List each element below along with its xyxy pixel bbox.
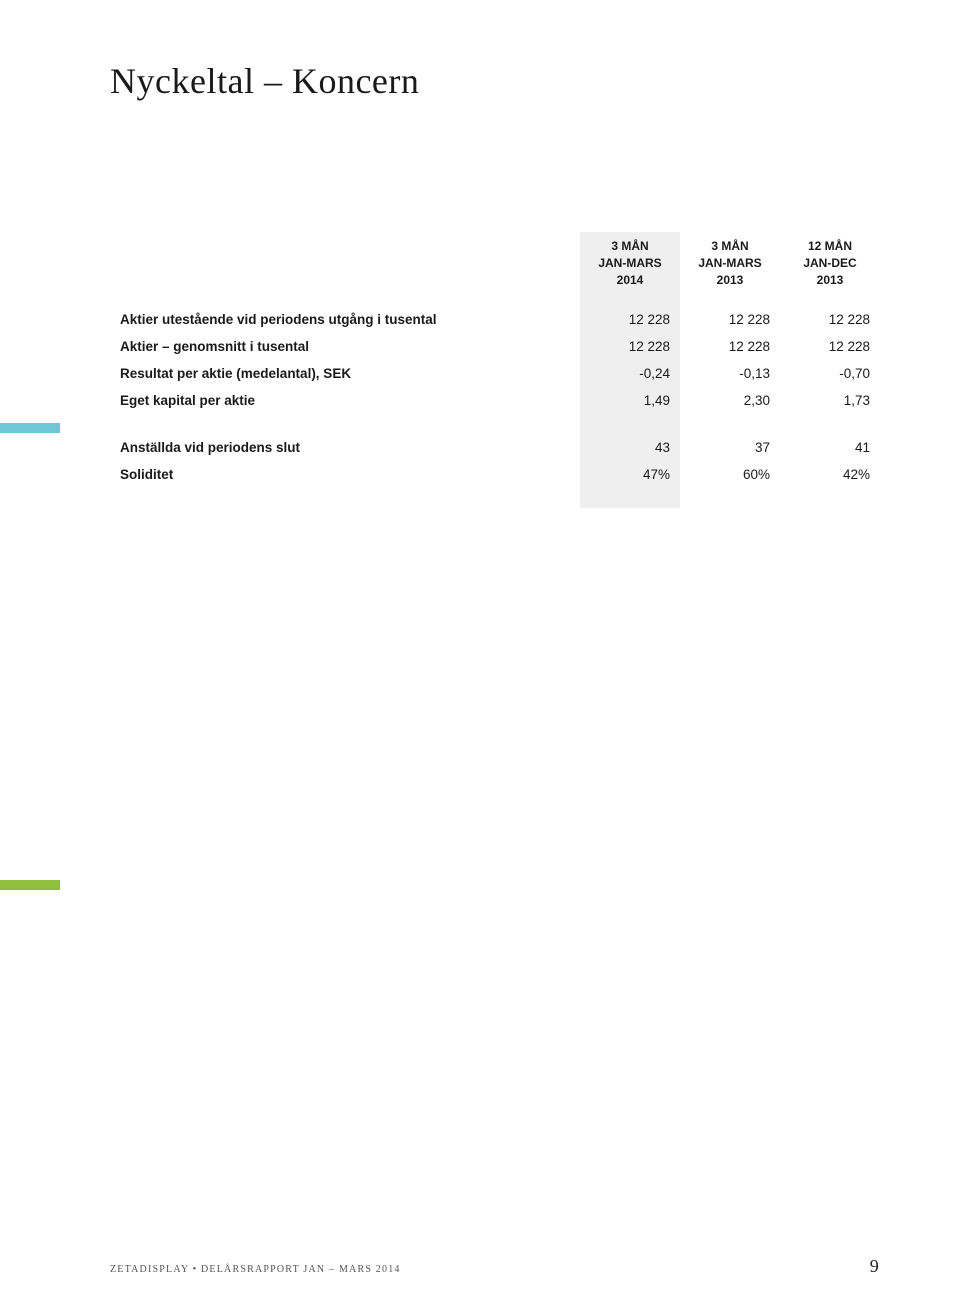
cell: 2,30 — [680, 387, 780, 414]
cell: 60% — [680, 461, 780, 488]
page-title: Nyckeltal – Koncern — [110, 60, 880, 102]
page: Nyckeltal – Koncern 3 MÅN JAN-MARS 2014 … — [0, 0, 960, 1305]
cell: 12 228 — [680, 333, 780, 360]
cell: 41 — [780, 434, 880, 461]
accent-bar-blue — [0, 423, 60, 433]
header-col-2: 3 MÅN JAN-MARS 2013 — [680, 232, 780, 306]
page-footer: ZETADISPLAY • DELÅRSRAPPORT JAN – MARS 2… — [110, 1256, 880, 1277]
footer-text: ZETADISPLAY • DELÅRSRAPPORT JAN – MARS 2… — [110, 1264, 401, 1275]
row-label: Aktier utestående vid periodens utgång i… — [110, 306, 580, 333]
row-label: Eget kapital per aktie — [110, 387, 580, 414]
cell: 37 — [680, 434, 780, 461]
table-row: Soliditet 47% 60% 42% — [110, 461, 880, 488]
table-row: Eget kapital per aktie 1,49 2,30 1,73 — [110, 387, 880, 414]
header-col-3: 12 MÅN JAN-DEC 2013 — [780, 232, 880, 306]
table-row: Aktier utestående vid periodens utgång i… — [110, 306, 880, 333]
header-empty — [110, 232, 580, 306]
page-number: 9 — [870, 1256, 880, 1277]
table-row: Aktier – genomsnitt i tusental 12 228 12… — [110, 333, 880, 360]
cell: 1,49 — [580, 387, 680, 414]
row-label: Resultat per aktie (medelantal), SEK — [110, 360, 580, 387]
cell: 12 228 — [680, 306, 780, 333]
spacer-row — [110, 488, 880, 508]
spacer-row — [110, 414, 880, 434]
cell: 43 — [580, 434, 680, 461]
cell: 12 228 — [780, 306, 880, 333]
header-col-1: 3 MÅN JAN-MARS 2014 — [580, 232, 680, 306]
row-label: Anställda vid periodens slut — [110, 434, 580, 461]
cell: 1,73 — [780, 387, 880, 414]
cell: -0,24 — [580, 360, 680, 387]
row-label: Soliditet — [110, 461, 580, 488]
row-label: Aktier – genomsnitt i tusental — [110, 333, 580, 360]
cell: -0,13 — [680, 360, 780, 387]
cell: 47% — [580, 461, 680, 488]
cell: 12 228 — [580, 333, 680, 360]
table-row: Resultat per aktie (medelantal), SEK -0,… — [110, 360, 880, 387]
accent-bar-green — [0, 880, 60, 890]
cell: 42% — [780, 461, 880, 488]
cell: 12 228 — [580, 306, 680, 333]
financial-table: 3 MÅN JAN-MARS 2014 3 MÅN JAN-MARS 2013 … — [110, 232, 880, 508]
table-header-row: 3 MÅN JAN-MARS 2014 3 MÅN JAN-MARS 2013 … — [110, 232, 880, 306]
cell: -0,70 — [780, 360, 880, 387]
cell: 12 228 — [780, 333, 880, 360]
table-row: Anställda vid periodens slut 43 37 41 — [110, 434, 880, 461]
